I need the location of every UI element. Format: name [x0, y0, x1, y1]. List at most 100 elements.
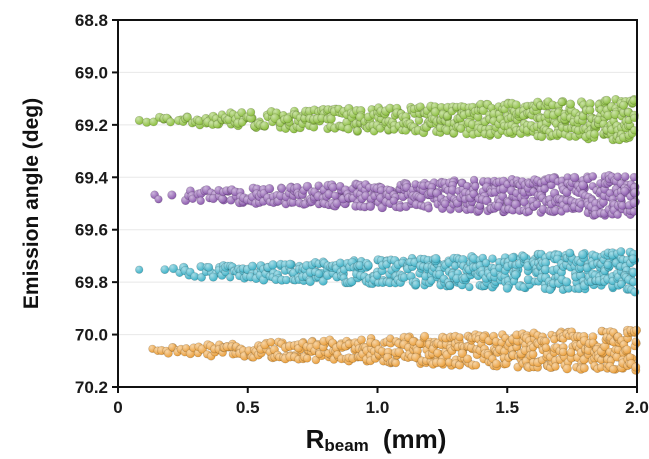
data-point-highlight	[385, 103, 395, 113]
data-point-highlight	[565, 132, 574, 141]
data-point-highlight	[416, 102, 425, 112]
data-point-highlight	[580, 363, 589, 373]
data-point-highlight	[344, 124, 353, 134]
data-point-highlight	[557, 98, 566, 106]
x-tick-label: 0	[113, 398, 122, 417]
data-point-highlight	[142, 117, 152, 127]
data-point-highlight	[246, 113, 256, 123]
data-point-highlight	[578, 250, 587, 259]
series-points	[135, 247, 640, 297]
data-point-highlight	[465, 283, 474, 291]
data-point-highlight	[424, 204, 433, 213]
data-point-highlight	[289, 198, 298, 207]
y-axis-title: Emission angle (deg)	[20, 98, 43, 309]
data-point-highlight	[590, 130, 599, 139]
data-point-highlight	[567, 348, 575, 357]
data-point-highlight	[629, 254, 637, 263]
data-point-highlight	[472, 361, 480, 370]
data-point-highlight	[622, 345, 632, 354]
data-point-highlight	[135, 116, 144, 125]
data-point-highlight	[209, 272, 218, 282]
data-points	[134, 94, 641, 375]
data-point-highlight	[195, 116, 204, 126]
data-point-highlight	[588, 172, 597, 181]
data-point-highlight	[218, 194, 227, 204]
data-point-highlight	[559, 348, 567, 356]
data-point-highlight	[631, 362, 640, 372]
x-tick-label: 0.5	[236, 398, 260, 417]
data-point-highlight	[492, 359, 501, 368]
data-point-highlight	[265, 184, 274, 194]
data-point-highlight	[548, 100, 557, 110]
y-tick-label: 70.2	[75, 378, 108, 397]
data-point-highlight	[570, 173, 579, 182]
data-point-highlight	[431, 254, 441, 263]
data-point-highlight	[196, 197, 205, 205]
data-point-highlight	[183, 113, 192, 122]
data-point-highlight	[260, 121, 269, 130]
x-axis-ticks: 0 0.5 1.0 1.5 2.0	[113, 387, 649, 417]
data-point-highlight	[246, 108, 255, 117]
x-axis-title-main: R	[306, 424, 325, 454]
data-point-highlight	[529, 350, 538, 359]
data-point-highlight	[266, 338, 275, 347]
data-point-highlight	[414, 116, 423, 125]
data-point-highlight	[315, 269, 323, 278]
data-point-highlight	[613, 172, 622, 181]
x-axis-title-unit: (mm)	[383, 424, 447, 454]
data-point-highlight	[585, 106, 595, 115]
data-point-highlight	[437, 358, 446, 367]
data-point-highlight	[508, 253, 517, 262]
data-point-highlight	[391, 359, 400, 367]
data-point-highlight	[282, 276, 291, 284]
data-point-highlight	[412, 280, 420, 289]
data-point-highlight	[579, 112, 587, 121]
data-point-highlight	[616, 247, 626, 256]
data-point-highlight	[167, 190, 177, 200]
data-point-highlight	[585, 99, 595, 108]
data-point-highlight	[456, 124, 465, 133]
y-tick-label: 69.2	[75, 116, 108, 135]
data-point-highlight	[154, 195, 163, 204]
data-point-highlight	[204, 263, 213, 272]
data-point-highlight	[431, 107, 440, 117]
data-point-highlight	[166, 117, 175, 127]
data-point-highlight	[238, 118, 247, 127]
data-point-highlight	[562, 277, 571, 287]
data-point-highlight	[364, 261, 373, 270]
data-point-highlight	[479, 106, 488, 115]
data-point-highlight	[309, 123, 318, 132]
y-axis-ticks: 68.869.069.269.469.669.870.070.2	[75, 11, 118, 397]
y-tick-label: 69.4	[75, 168, 109, 187]
y-tick-label: 69.0	[75, 63, 108, 82]
series-points	[134, 94, 639, 145]
data-point-highlight	[621, 172, 630, 181]
data-point-highlight	[442, 125, 452, 135]
data-point-highlight	[512, 100, 521, 110]
x-axis-title-sub: beam	[324, 436, 368, 455]
x-tick-label: 1.0	[366, 398, 390, 417]
data-point-highlight	[562, 364, 572, 374]
data-point-highlight	[603, 111, 613, 120]
y-tick-label: 69.6	[75, 221, 108, 240]
x-axis-title: Rbeam (mm)	[306, 424, 447, 455]
data-point-highlight	[455, 333, 464, 342]
series-points	[150, 171, 640, 220]
data-point-highlight	[401, 126, 410, 135]
data-point-highlight	[445, 281, 454, 290]
y-tick-label: 70.0	[75, 326, 108, 345]
data-point-highlight	[285, 259, 295, 269]
data-point-highlight	[376, 124, 385, 133]
data-point-highlight	[357, 335, 366, 344]
data-point-highlight	[542, 343, 550, 352]
data-point-highlight	[188, 194, 197, 203]
data-point-highlight	[537, 132, 547, 141]
data-point-highlight	[619, 101, 628, 110]
data-point-highlight	[603, 260, 612, 269]
data-point-highlight	[277, 184, 286, 193]
data-point-highlight	[268, 260, 278, 270]
data-point-highlight	[602, 96, 611, 105]
y-tick-label: 69.8	[75, 273, 108, 292]
data-point-highlight	[353, 126, 362, 135]
